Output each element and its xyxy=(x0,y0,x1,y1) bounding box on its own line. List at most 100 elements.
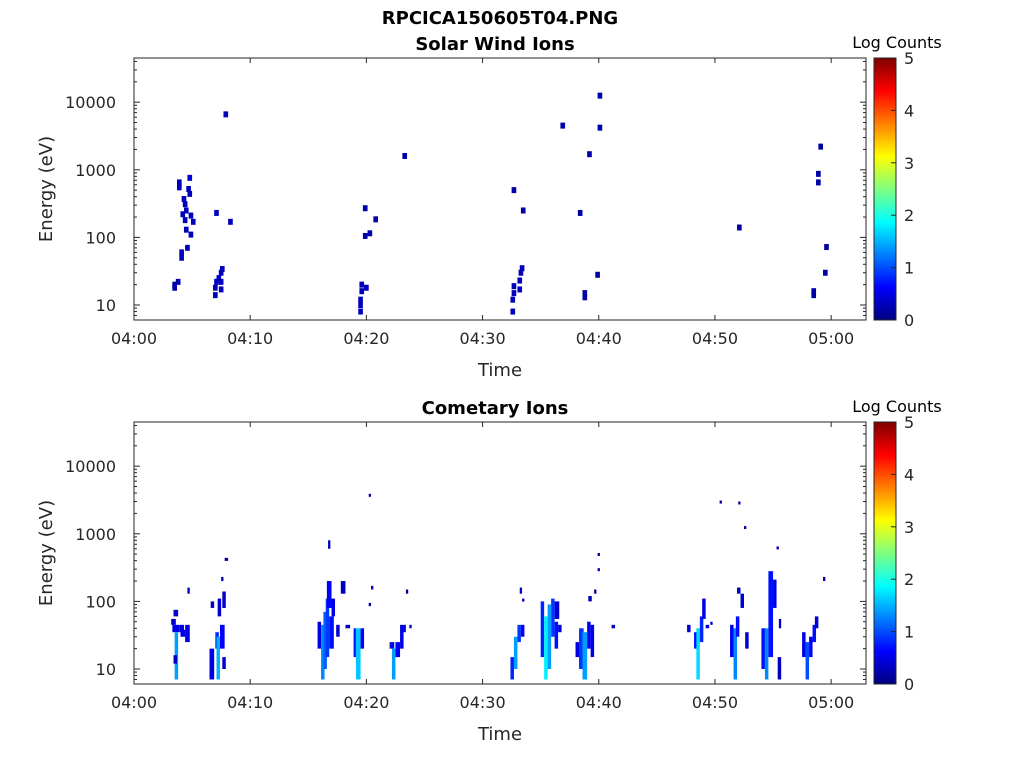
plot-area xyxy=(133,57,867,321)
data-column xyxy=(328,540,331,549)
colorbar-tick-label: 5 xyxy=(904,49,914,68)
data-column xyxy=(217,598,222,617)
data-cell xyxy=(186,185,191,192)
data-cell xyxy=(560,122,566,129)
data-cell xyxy=(816,179,821,186)
panel-title: Solar Wind Ions xyxy=(415,34,574,55)
data-cell xyxy=(517,277,523,284)
y-tick-label: 100 xyxy=(85,592,116,611)
y-tick-label: 100 xyxy=(85,228,116,247)
colorbar-tick-label: 1 xyxy=(904,623,914,642)
data-cell xyxy=(223,111,229,118)
data-cell xyxy=(811,288,817,295)
data-cell xyxy=(518,269,524,276)
data-cell xyxy=(511,290,517,297)
data-cell xyxy=(175,278,181,285)
data-column xyxy=(551,598,555,637)
data-column xyxy=(520,624,525,637)
colorbar-tick-label: 3 xyxy=(904,518,914,537)
data-column xyxy=(331,598,336,617)
data-cell xyxy=(362,205,368,212)
y-tick-label: 10000 xyxy=(65,457,116,476)
x-tick-label: 04:50 xyxy=(692,329,738,348)
data-cell xyxy=(179,249,184,256)
data-cell xyxy=(362,232,368,239)
data-cell xyxy=(358,296,363,303)
data-cell xyxy=(737,224,742,231)
data-cell xyxy=(172,281,177,288)
data-column xyxy=(768,571,774,658)
data-column xyxy=(611,624,616,629)
data-column xyxy=(325,598,330,658)
y-tick-label: 1000 xyxy=(75,525,116,544)
data-cell xyxy=(597,124,603,131)
plot-area xyxy=(133,421,867,685)
data-column xyxy=(345,624,351,629)
x-tick-label: 04:30 xyxy=(460,329,506,348)
colorbar-tick-label: 0 xyxy=(904,311,914,330)
data-column xyxy=(710,621,713,625)
data-cell xyxy=(595,271,600,278)
data-column xyxy=(323,611,327,670)
y-tick-label: 10 xyxy=(96,296,116,315)
data-column xyxy=(597,552,600,556)
data-cell xyxy=(228,218,233,225)
data-column xyxy=(172,624,180,633)
data-cell xyxy=(511,187,517,194)
data-column xyxy=(517,624,521,643)
y-tick-label: 10000 xyxy=(65,93,116,112)
data-cell xyxy=(582,294,588,301)
data-column xyxy=(702,598,706,619)
data-column xyxy=(733,628,738,680)
data-column xyxy=(510,657,514,680)
data-column xyxy=(805,642,810,680)
colorbar-tick-label: 2 xyxy=(904,570,914,589)
data-column xyxy=(221,576,224,582)
x-tick-label: 05:00 xyxy=(808,693,854,712)
data-column xyxy=(777,657,782,680)
data-cell xyxy=(824,244,829,251)
colorbar-label: Log Counts xyxy=(852,397,942,416)
data-column xyxy=(210,601,215,608)
data-column xyxy=(575,642,580,658)
data-column xyxy=(391,648,396,680)
x-tick-label: 04:30 xyxy=(460,693,506,712)
data-column xyxy=(588,596,592,602)
data-cell xyxy=(214,209,219,216)
y-tick-label: 1000 xyxy=(75,161,116,180)
colorbar-tick-label: 5 xyxy=(904,413,914,432)
data-cell xyxy=(359,281,365,288)
data-column xyxy=(814,616,819,629)
data-cell xyxy=(176,184,182,191)
data-column xyxy=(180,629,186,637)
data-column xyxy=(171,618,176,625)
data-column xyxy=(353,628,356,658)
data-column xyxy=(179,624,184,633)
data-cell xyxy=(367,230,373,237)
y-axis-label: Energy (eV) xyxy=(36,136,57,242)
data-column xyxy=(773,579,777,608)
x-tick-label: 04:10 xyxy=(227,693,273,712)
data-cell xyxy=(188,212,194,219)
data-column xyxy=(209,648,215,680)
data-cell xyxy=(373,216,378,223)
data-cell xyxy=(187,190,193,197)
data-column xyxy=(400,624,404,649)
data-column xyxy=(740,593,744,608)
data-column xyxy=(594,589,597,594)
data-column xyxy=(582,632,588,680)
data-column xyxy=(558,624,562,633)
data-column xyxy=(513,636,518,670)
data-column xyxy=(823,576,826,582)
data-cell xyxy=(219,266,225,273)
data-cell xyxy=(183,226,189,233)
x-tick-label: 04:20 xyxy=(343,693,389,712)
data-column xyxy=(590,624,595,658)
data-cell xyxy=(358,308,363,315)
data-column xyxy=(719,500,722,504)
data-cell xyxy=(582,290,588,297)
data-column xyxy=(687,624,691,633)
colorbar-tick-label: 2 xyxy=(904,206,914,225)
data-cell xyxy=(358,302,363,309)
data-column xyxy=(317,621,322,649)
